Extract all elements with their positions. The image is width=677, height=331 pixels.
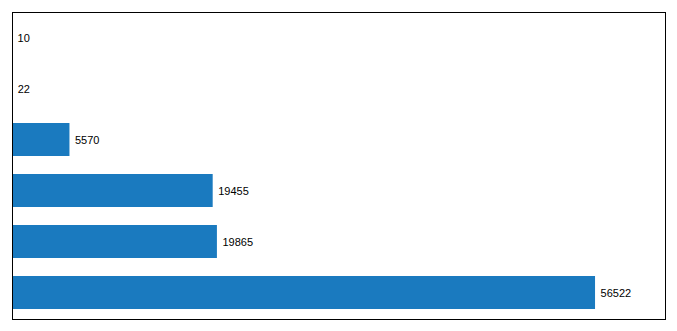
svg-text:10: 10 bbox=[18, 32, 30, 44]
svg-text:19455: 19455 bbox=[218, 185, 249, 197]
svg-text:19865: 19865 bbox=[222, 236, 253, 248]
svg-text:56522: 56522 bbox=[601, 287, 632, 299]
svg-text:22: 22 bbox=[18, 83, 30, 95]
svg-text:5570: 5570 bbox=[75, 134, 99, 146]
